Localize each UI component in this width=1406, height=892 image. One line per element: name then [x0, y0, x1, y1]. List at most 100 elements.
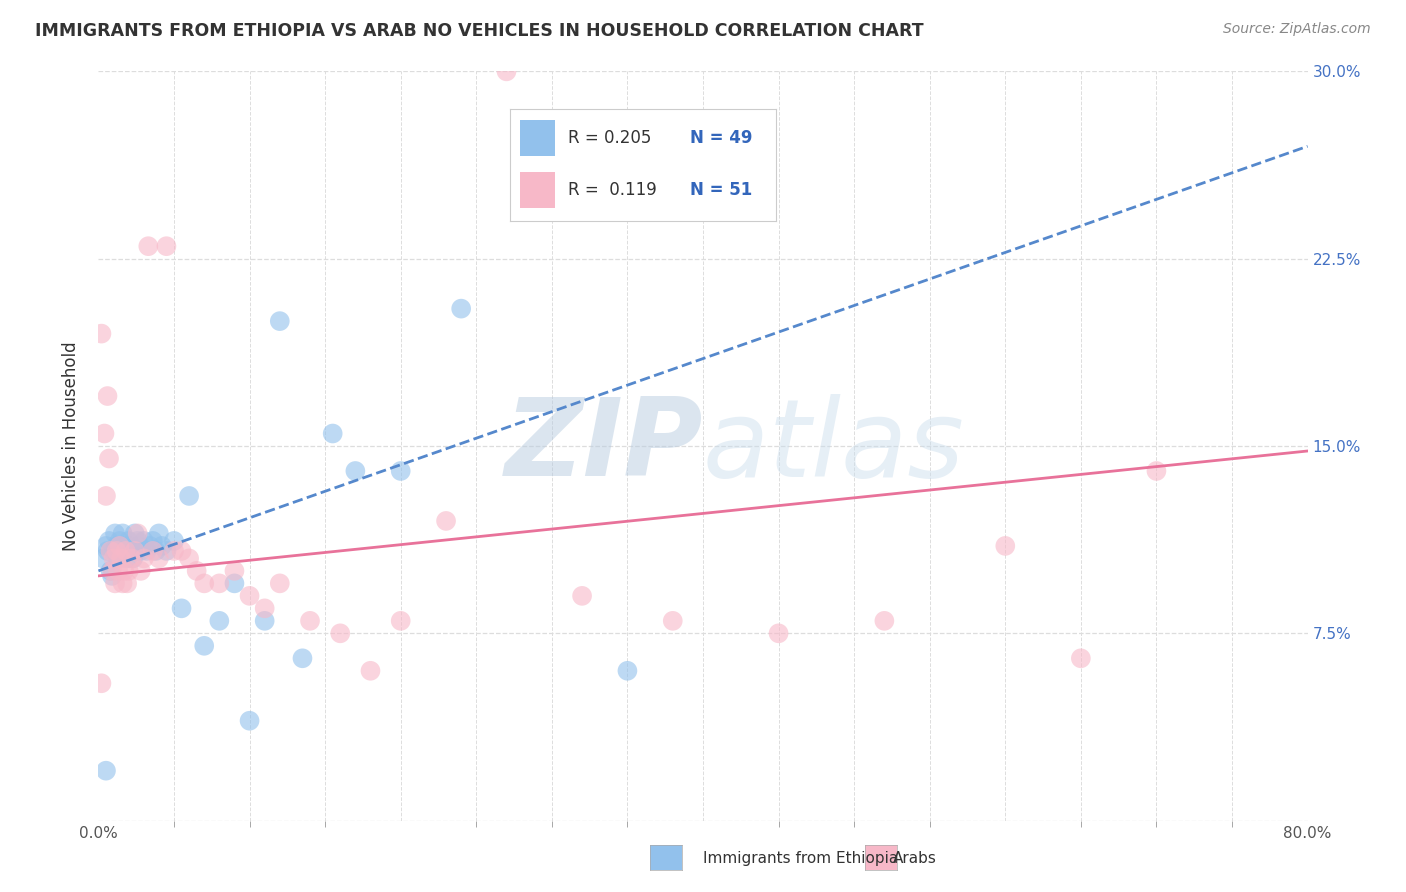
Point: [124, 544, 146, 558]
Point: [129, 544, 152, 558]
Point: [148, 551, 170, 566]
Point: [179, 551, 201, 566]
Point: [107, 551, 129, 566]
Point: [110, 544, 132, 558]
Text: ZIP: ZIP: [505, 393, 703, 499]
Point: [91, 551, 114, 566]
Point: [329, 626, 352, 640]
Point: [322, 426, 344, 441]
Point: [208, 614, 231, 628]
Point: [112, 564, 135, 578]
Point: [661, 614, 683, 628]
Point: [434, 514, 457, 528]
Point: [170, 544, 193, 558]
Point: [115, 551, 138, 566]
Point: [112, 539, 135, 553]
Point: [105, 544, 128, 558]
Point: [360, 664, 382, 678]
Point: [155, 239, 177, 253]
Point: [120, 539, 142, 553]
Text: Immigrants from Ethiopia: Immigrants from Ethiopia: [703, 851, 898, 865]
Point: [108, 533, 131, 548]
Point: [132, 551, 155, 566]
Point: [118, 533, 141, 548]
Point: [114, 544, 136, 558]
Point: [114, 544, 136, 558]
Point: [145, 544, 167, 558]
Point: [124, 526, 146, 541]
Point: [127, 533, 149, 548]
Point: [571, 589, 593, 603]
Point: [90, 326, 112, 341]
Point: [148, 526, 170, 541]
Point: [121, 551, 143, 566]
Point: [90, 676, 112, 690]
Point: [768, 626, 790, 640]
Point: [93, 426, 115, 441]
Point: [129, 564, 152, 578]
Point: [873, 614, 896, 628]
Point: [110, 551, 132, 566]
Point: [139, 539, 162, 553]
Point: [163, 533, 186, 548]
Point: [291, 651, 314, 665]
Point: [96, 544, 118, 558]
Point: [142, 544, 165, 558]
Point: [98, 451, 121, 466]
Point: [104, 526, 127, 541]
Text: IMMIGRANTS FROM ETHIOPIA VS ARAB NO VEHICLES IN HOUSEHOLD CORRELATION CHART: IMMIGRANTS FROM ETHIOPIA VS ARAB NO VEHI…: [35, 22, 924, 40]
Text: atlas: atlas: [703, 393, 965, 499]
Text: Source: ZipAtlas.com: Source: ZipAtlas.com: [1223, 22, 1371, 37]
Point: [125, 544, 148, 558]
Point: [170, 601, 193, 615]
Point: [253, 601, 276, 615]
Point: [108, 539, 131, 553]
Point: [150, 539, 173, 553]
Point: [179, 489, 201, 503]
Point: [155, 544, 177, 558]
Point: [269, 314, 291, 328]
Point: [100, 544, 122, 558]
Point: [103, 544, 125, 558]
Point: [269, 576, 291, 591]
Point: [344, 464, 367, 478]
Point: [122, 551, 145, 566]
Point: [224, 564, 246, 578]
Point: [121, 544, 143, 558]
Point: [115, 576, 138, 591]
Point: [103, 551, 125, 566]
Point: [163, 544, 186, 558]
Point: [100, 564, 122, 578]
Point: [111, 526, 134, 541]
Point: [450, 301, 472, 316]
Point: [94, 539, 117, 553]
Point: [128, 539, 150, 553]
Point: [495, 64, 517, 78]
Point: [135, 544, 157, 558]
Point: [299, 614, 322, 628]
Point: [616, 664, 638, 678]
Point: [239, 714, 262, 728]
Point: [101, 564, 124, 578]
Point: [239, 589, 262, 603]
Point: [193, 576, 215, 591]
Point: [142, 533, 165, 548]
Point: [111, 576, 134, 591]
Point: [127, 526, 149, 541]
Point: [994, 539, 1017, 553]
Point: [253, 614, 276, 628]
Point: [193, 639, 215, 653]
Point: [98, 533, 121, 548]
Point: [96, 389, 118, 403]
Point: [389, 614, 412, 628]
Point: [389, 464, 412, 478]
Point: [94, 489, 117, 503]
Text: Arabs: Arabs: [893, 851, 936, 865]
Point: [104, 576, 127, 591]
Point: [1144, 464, 1167, 478]
Point: [186, 564, 208, 578]
Point: [101, 569, 124, 583]
Point: [118, 564, 141, 578]
Point: [224, 576, 246, 591]
Y-axis label: No Vehicles in Household: No Vehicles in Household: [62, 341, 80, 551]
